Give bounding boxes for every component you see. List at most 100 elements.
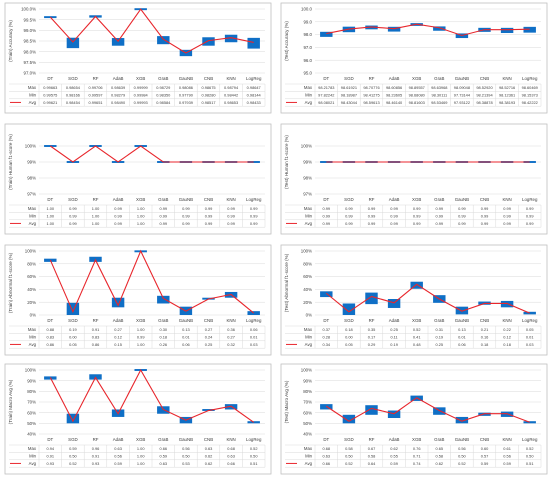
table-cell: 0.03 [526, 342, 534, 347]
table-cell: 0.98675 [201, 85, 215, 90]
table-cell: 1.00 [92, 213, 100, 218]
table-cell: 1.00 [137, 446, 145, 451]
table-cell: 0.99 [182, 206, 190, 211]
table-cell: 0.99 [526, 206, 534, 211]
table-cell: 0.35 [368, 327, 376, 332]
y-tick-label: 20% [303, 300, 312, 305]
table-cell: 0.56 [458, 446, 466, 451]
table-cell: 0.52 [250, 446, 258, 451]
x-tick-label: CNB [480, 318, 489, 323]
x-tick-label: SGD [68, 437, 78, 442]
table-cell: 98.21394 [476, 92, 493, 97]
y-tick-label: 90% [303, 378, 312, 383]
range-box [202, 37, 215, 46]
x-tick-label: GauNB [455, 318, 469, 323]
table-cell: 97.93122 [454, 100, 470, 105]
table-row-label: Min [29, 213, 37, 218]
table-cell: 0.99 [114, 206, 122, 211]
table-cell: 0.74 [413, 461, 421, 466]
x-tick-label: DT [47, 76, 53, 81]
range-box [66, 413, 80, 424]
y-tick-label: 99.0 [303, 19, 312, 24]
table-cell: 0.59 [69, 446, 77, 451]
y-tick-label: 60% [303, 274, 312, 279]
table-cell: 0.60 [481, 446, 489, 451]
table-cell: 0.99 [323, 213, 331, 218]
table-cell: 0.24 [205, 334, 213, 339]
table-cell: 0.19 [390, 342, 398, 347]
table-cell: 1.00 [47, 221, 55, 226]
panel-border [280, 123, 548, 235]
table-cell: 0.98729 [156, 85, 170, 90]
table-cell: 0.99 [526, 213, 534, 218]
x-tick-label: KNN [502, 197, 511, 202]
table-cell: 0.98654 [66, 85, 81, 90]
table-cell: 0.99 [323, 206, 331, 211]
table-cell: 0.68 [227, 446, 235, 451]
table-cell: 1.00 [47, 213, 55, 218]
table-cell: 0.55 [390, 453, 398, 458]
x-tick-label: GauNB [455, 437, 469, 442]
y-tick-label: 0% [306, 313, 312, 318]
x-tick-label: XGB [412, 197, 421, 202]
table-cell: 0.98490 [111, 100, 126, 105]
range-box [410, 281, 423, 289]
x-tick-label: GauNB [179, 76, 193, 81]
x-tick-label: LogReg [246, 197, 262, 202]
y-tick-label: 97% [303, 192, 312, 197]
table-cell: 0.94 [47, 446, 55, 451]
x-tick-label: CNB [480, 76, 489, 81]
table-cell: 0.63 [227, 453, 235, 458]
table-cell: 98.43044 [341, 100, 358, 105]
avg-line [326, 23, 530, 37]
x-tick-label: CNB [204, 318, 213, 323]
x-tick-label: GraB [158, 76, 168, 81]
table-cell: 0.99 [481, 221, 489, 226]
y-axis-title: (Test) Accuracy (%) [284, 21, 289, 61]
table-cell: 0.56 [182, 446, 190, 451]
table-cell: 0.99 [390, 206, 398, 211]
table-cell: 97.82242 [318, 92, 334, 97]
y-tick-label: 90% [27, 378, 36, 383]
y-tick-label: 98.0 [303, 32, 312, 37]
x-tick-label: RF [93, 197, 99, 202]
table-cell: 0.99 [227, 221, 235, 226]
table-cell: 0.99651 [88, 100, 102, 105]
table-cell: 0.97939 [179, 100, 193, 105]
table-cell: 0.51 [250, 461, 258, 466]
x-tick-label: CNB [204, 197, 213, 202]
table-row-label: Min [305, 453, 313, 458]
x-tick-label: GraB [158, 318, 168, 323]
table-cell: 0.52 [526, 446, 534, 451]
table-cell: 98.60856 [386, 85, 402, 90]
table-cell: 0.52 [413, 327, 421, 332]
x-tick-label: AdaB [389, 76, 400, 81]
table-cell: 0.21 [481, 327, 489, 332]
y-tick-label: 99% [27, 160, 36, 165]
table-cell: 0.00 [69, 334, 77, 339]
table-cell: 0.99 [503, 221, 511, 226]
table-cell: 0.83 [47, 334, 55, 339]
table-cell: 0.58 [345, 446, 353, 451]
range-box [387, 299, 401, 308]
x-tick-label: XGB [412, 318, 421, 323]
avg-line [325, 283, 530, 314]
table-cell: 0.99 [458, 213, 466, 218]
x-tick-label: DT [323, 197, 329, 202]
table-cell: 0.59 [114, 461, 122, 466]
table-row-label: Min [29, 453, 37, 458]
x-tick-label: DT [323, 318, 329, 323]
x-tick-label: AdaB [389, 197, 400, 202]
x-tick-label: GraB [434, 197, 444, 202]
table-cell: 0.62 [390, 446, 398, 451]
table-cell: 0.34 [323, 342, 331, 347]
chart-panel-6: (Test) Abnormal f1-score (%) 0% 20% 40% 60% 8… [280, 244, 548, 356]
avg-line [49, 368, 255, 423]
table-cell: 0.99 [413, 206, 421, 211]
x-tick-label: AdaB [113, 76, 124, 81]
table-cell: 0.99 [458, 206, 466, 211]
table-cell: 0.99 [390, 213, 398, 218]
table-row-label: Avg [29, 100, 37, 105]
table-cell: 0.99575 [43, 92, 57, 97]
